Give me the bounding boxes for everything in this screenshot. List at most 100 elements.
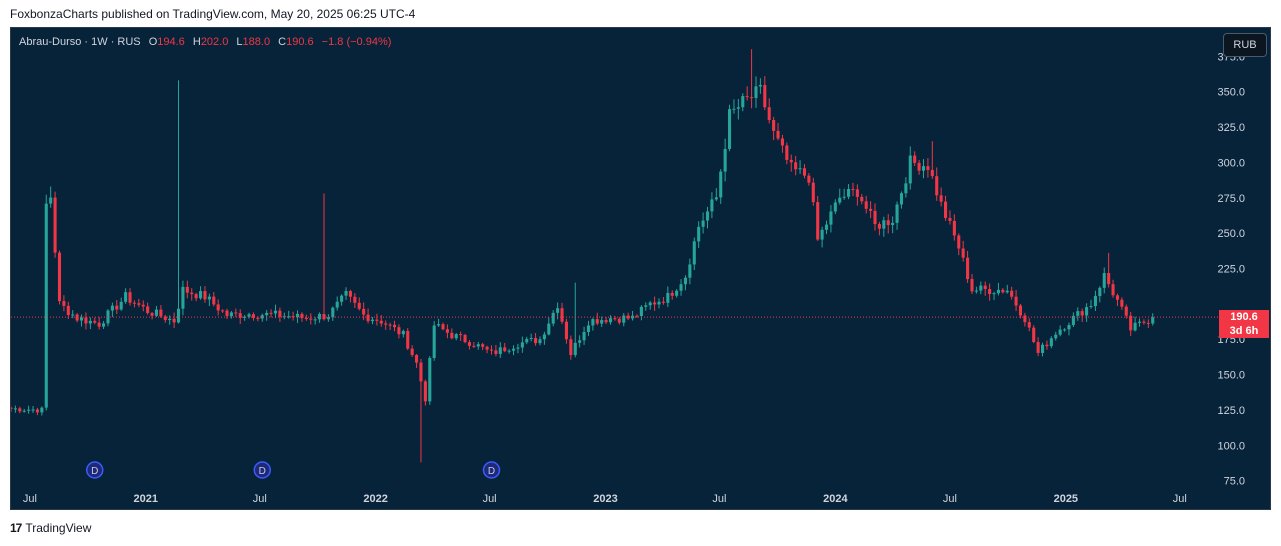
candle-body <box>802 168 807 176</box>
footer-brand[interactable]: 17 TradingView <box>10 519 91 537</box>
candle-body <box>1045 344 1049 347</box>
candle-body <box>511 348 516 351</box>
candle-body <box>1010 290 1014 297</box>
candle-body <box>1129 315 1133 331</box>
candle-body <box>992 293 996 295</box>
candle-body <box>785 145 789 160</box>
candle-body <box>560 308 564 322</box>
candle-body <box>534 337 538 344</box>
candle-body <box>445 329 449 333</box>
candle-body <box>904 183 908 194</box>
candle-body <box>714 197 718 200</box>
candle-body <box>313 319 317 321</box>
candle-body <box>930 169 934 177</box>
candle-body <box>1063 329 1067 331</box>
candle-body <box>172 318 176 323</box>
candle-body <box>415 354 419 363</box>
candle-body <box>538 339 542 344</box>
publisher-text: FoxbonzaCharts published on TradingView.… <box>10 7 416 21</box>
candle-body <box>27 409 31 411</box>
candle-body <box>507 350 511 352</box>
candle-body <box>635 315 639 317</box>
chart-frame[interactable]: 75.0 100.0 125.0 150.0 175.0 225.0 250.0 275.0 3… <box>10 27 1271 510</box>
candle-body <box>807 175 811 183</box>
candle-body <box>326 317 330 320</box>
candle-body <box>864 201 868 209</box>
candle-body <box>199 291 203 299</box>
candle-body <box>62 301 66 306</box>
candle-body <box>697 226 701 242</box>
candle-body <box>322 314 326 320</box>
candle-body <box>886 220 890 225</box>
price-chart[interactable]: 75.0100.0125.0150.0175.0225.0250.0275.03… <box>11 28 1270 509</box>
candle-body <box>44 203 48 408</box>
candle-body <box>102 323 106 327</box>
time-tick-label: 2022 <box>363 493 387 505</box>
candle-body <box>463 334 467 343</box>
candle-body <box>653 302 657 305</box>
candle-body <box>688 264 692 278</box>
candle-body <box>608 318 613 323</box>
candle-body <box>300 313 304 319</box>
candle-body <box>639 306 643 317</box>
candle-body <box>622 315 626 323</box>
candle-body <box>613 318 617 320</box>
candle-body <box>498 347 502 354</box>
candle-body <box>150 313 154 316</box>
candle-body <box>952 220 956 236</box>
candle-body <box>203 291 207 300</box>
price-tick-label: 75.0 <box>1224 476 1245 488</box>
candle-body <box>944 201 948 218</box>
candle-body <box>988 289 992 295</box>
candle-body <box>344 291 348 296</box>
candle-body <box>410 348 414 355</box>
price-tick-label: 125.0 <box>1217 405 1245 417</box>
candle-body <box>441 324 445 330</box>
candle-body <box>66 305 70 316</box>
candle-body <box>132 302 136 304</box>
candle-body <box>269 312 273 314</box>
candle-body <box>542 334 546 340</box>
candle-body <box>710 199 714 212</box>
candle-body <box>1018 305 1023 316</box>
candle-body <box>318 314 322 320</box>
price-tick-label: 350.0 <box>1217 87 1245 99</box>
candle-body <box>1040 344 1045 353</box>
candle-body <box>419 362 423 382</box>
candle-body <box>675 290 679 296</box>
candle-body <box>476 344 480 347</box>
candle-body <box>31 409 35 411</box>
candle-body <box>481 344 485 347</box>
open-label: O <box>148 36 158 48</box>
candle-body <box>84 317 88 324</box>
candle-body <box>758 84 762 87</box>
candle-body <box>485 346 489 350</box>
dividend-marker-circle <box>482 461 501 479</box>
currency-button[interactable]: RUB <box>1223 33 1267 57</box>
candle-body <box>816 202 820 240</box>
candle-body <box>586 325 591 333</box>
candle-body <box>869 208 873 211</box>
candle-body <box>626 315 630 319</box>
candle-body <box>35 409 39 413</box>
candle-body <box>503 347 507 352</box>
close-value: 190.6 <box>286 36 314 48</box>
candle-body <box>926 166 930 170</box>
candle-body <box>670 292 674 296</box>
candle-body <box>238 313 242 318</box>
candle-body <box>340 295 344 302</box>
candle-body <box>600 320 604 324</box>
candle-body <box>11 407 13 409</box>
candle-body <box>983 285 987 290</box>
candle-body <box>437 324 441 326</box>
candle-body <box>225 310 229 317</box>
candle-body <box>185 286 189 293</box>
candle-body <box>935 176 939 196</box>
candle-body <box>247 314 251 317</box>
last-price-tag: 190.6 3d 6h <box>1219 310 1269 339</box>
candle-body <box>970 279 974 292</box>
symbol-legend: Abrau-Durso · 1W · RUS O194.6 H202.0 L18… <box>19 35 391 49</box>
candle-body <box>1032 327 1036 342</box>
candle-body <box>1080 311 1084 316</box>
